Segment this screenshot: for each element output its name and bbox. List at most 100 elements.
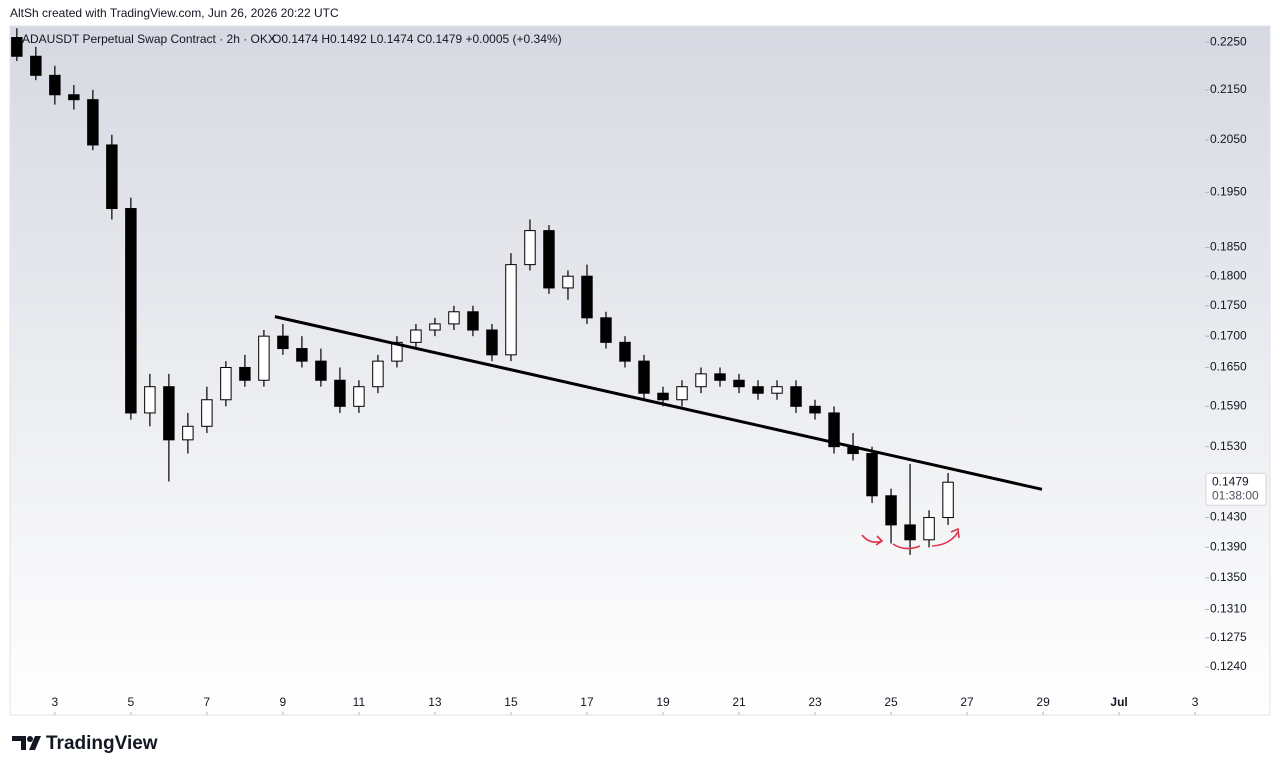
trendline xyxy=(274,315,1043,491)
x-tick-label: 19 xyxy=(656,695,670,709)
candle-body xyxy=(163,386,175,441)
candle-body xyxy=(809,405,821,414)
y-tick-label: 0.1650 xyxy=(1210,360,1247,374)
candle-body xyxy=(676,386,688,401)
x-tick-label: Jul xyxy=(1110,695,1127,709)
candle-body xyxy=(866,453,878,497)
candle-body xyxy=(904,524,916,541)
y-tick-label: 0.1950 xyxy=(1210,184,1247,198)
x-tick-label: 9 xyxy=(280,695,287,709)
candle-body xyxy=(790,386,802,407)
x-tick-label: 23 xyxy=(808,695,822,709)
x-tick-label: 5 xyxy=(128,695,135,709)
candle-body xyxy=(372,360,384,388)
candle-body xyxy=(543,230,555,289)
x-tick-label: 25 xyxy=(884,695,898,709)
candle-body xyxy=(828,412,840,448)
x-tick-label: 29 xyxy=(1036,695,1050,709)
y-tick-label: 0.1275 xyxy=(1210,630,1247,644)
candle-body xyxy=(182,425,194,441)
logo-mark xyxy=(12,736,26,750)
arc-head xyxy=(950,527,960,539)
candle-body xyxy=(11,37,23,57)
candle-body xyxy=(505,264,517,356)
x-tick-label: 17 xyxy=(580,695,594,709)
plot: 0.2250 0.2150 0.2050 0.1950 0.1850 0.1800 0.17… xyxy=(11,28,1267,715)
candle-body xyxy=(30,55,42,76)
countdown-label: 01:38:00 xyxy=(1212,488,1259,502)
candle-body xyxy=(733,379,745,388)
x-tick-label: 13 xyxy=(428,695,442,709)
candle-body xyxy=(581,275,593,319)
candle-body xyxy=(201,399,213,427)
candle-body xyxy=(752,386,764,394)
candle-body xyxy=(638,360,650,394)
candle-body xyxy=(885,495,897,526)
candle-body xyxy=(144,386,156,414)
x-tick-label: 11 xyxy=(353,695,366,709)
last-price-box xyxy=(1205,472,1267,506)
arc xyxy=(892,543,921,550)
arc-head xyxy=(875,535,884,546)
x-tick-label: 15 xyxy=(504,695,518,709)
candle-body xyxy=(619,341,631,362)
candle-body xyxy=(106,144,118,210)
candle-body xyxy=(49,74,61,96)
candle-body xyxy=(429,323,441,331)
annotation-arcs xyxy=(861,527,960,550)
ohlc-legend: O0.1474 H0.1492 L0.1474 C0.1479 +0.0005 … xyxy=(272,32,562,46)
y-tick-label: 0.1390 xyxy=(1210,539,1247,553)
y-tick-label: 0.1590 xyxy=(1210,398,1247,412)
candle-body xyxy=(467,311,479,331)
y-tick-label: 0.2050 xyxy=(1210,132,1247,146)
candle-body xyxy=(220,366,232,401)
candle-body xyxy=(695,373,707,388)
candle-body xyxy=(657,392,669,401)
candle-body xyxy=(68,94,80,101)
candle-body xyxy=(410,329,422,343)
y-tick-label: 0.2250 xyxy=(1210,34,1247,48)
candle-body xyxy=(923,517,935,541)
candle-body xyxy=(714,373,726,381)
y-tick-label: 0.2150 xyxy=(1210,82,1247,96)
chart-title: ADAUSDT Perpetual Swap Contract · 2h · O… xyxy=(22,32,276,46)
x-tick-label: 3 xyxy=(1192,695,1199,709)
y-tick-label: 0.1240 xyxy=(1210,659,1247,673)
x-tick-label: 3 xyxy=(52,695,59,709)
y-tick-label: 0.1430 xyxy=(1210,510,1247,524)
candle-body xyxy=(125,208,137,414)
y-tick-label: 0.1750 xyxy=(1210,298,1247,312)
candle-body xyxy=(524,230,536,266)
logo-dot xyxy=(27,736,33,742)
candle-body xyxy=(771,386,783,394)
logo: TradingView xyxy=(12,733,158,754)
x-tick-label: 7 xyxy=(204,695,211,709)
candle-body xyxy=(258,335,270,381)
y-tick-label: 0.1700 xyxy=(1210,328,1247,342)
candle-body xyxy=(486,329,498,356)
candle-body xyxy=(353,386,365,407)
header: AltSh created with TradingView.com, Jun … xyxy=(10,6,339,20)
y-tick-label: 0.1850 xyxy=(1210,240,1247,254)
y-tick-label: 0.1310 xyxy=(1210,602,1247,616)
candle-body xyxy=(600,317,612,343)
y-tick-label: 0.1800 xyxy=(1210,268,1247,282)
candle-body xyxy=(448,311,460,325)
logo-mark xyxy=(29,736,41,750)
y-tick-label: 0.1350 xyxy=(1210,570,1247,584)
x-tick-label: 21 xyxy=(732,695,746,709)
candle-body xyxy=(562,275,574,289)
brand: TradingView xyxy=(46,733,158,754)
candle-body xyxy=(87,99,99,146)
candle-body xyxy=(942,481,954,519)
candle-body xyxy=(239,366,251,381)
last-price-label: 0.1479 xyxy=(1212,474,1249,488)
arc xyxy=(931,531,959,547)
candle-body xyxy=(315,360,327,381)
x-tick-label: 27 xyxy=(960,695,974,709)
candle-body xyxy=(391,341,403,362)
candle-body xyxy=(296,348,308,362)
candle-body xyxy=(334,379,346,407)
y-tick-label: 0.1530 xyxy=(1210,439,1247,453)
